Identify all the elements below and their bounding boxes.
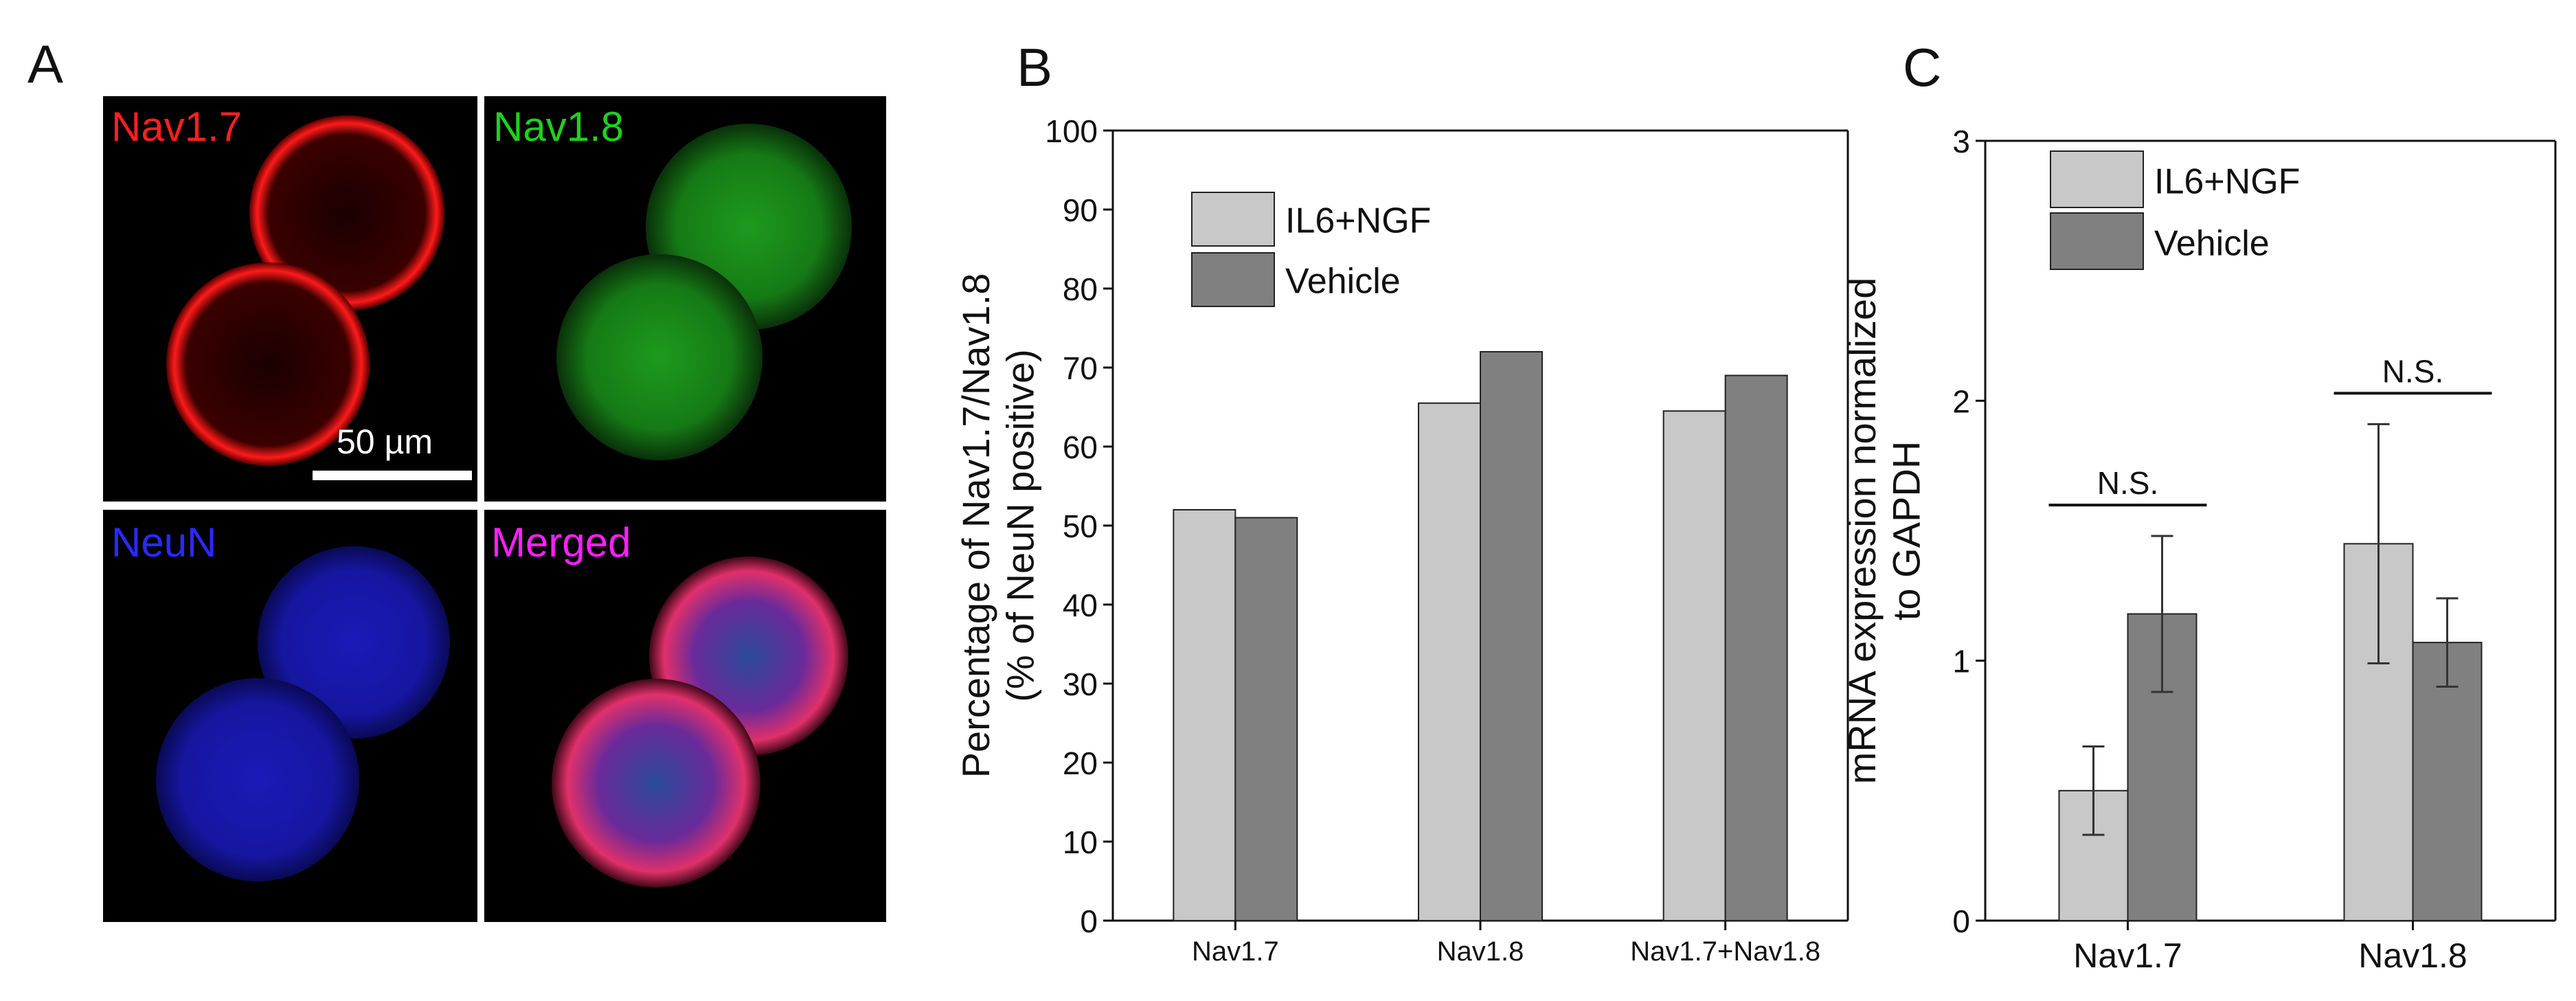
legend-swatch bbox=[2050, 150, 2144, 208]
x-tick-label: Nav1.7+Nav1.8 bbox=[1630, 936, 1820, 967]
y-tick-label: 0 bbox=[1080, 903, 1098, 939]
legend-label: Vehicle bbox=[2154, 224, 2270, 264]
legend-swatch bbox=[1191, 252, 1275, 307]
micrograph-label-nav17: Nav1.7 bbox=[111, 104, 242, 150]
y-tick-label: 20 bbox=[1063, 745, 1098, 781]
panel-letter-a: A bbox=[27, 34, 63, 94]
y-tick-label: 60 bbox=[1063, 429, 1098, 465]
legend-label: IL6+NGF bbox=[2154, 162, 2300, 202]
micrograph-label-nav18: Nav1.8 bbox=[493, 104, 624, 150]
legend-swatch bbox=[1191, 192, 1275, 247]
y-tick-label: 30 bbox=[1063, 666, 1098, 702]
y-axis-label-line: mRNA expression normalized bbox=[1840, 278, 1884, 785]
y-axis-label: mRNA expression normalizedto GAPDH bbox=[1840, 278, 1928, 785]
bar bbox=[1662, 410, 1726, 921]
y-tick-label: 1 bbox=[1952, 644, 1970, 679]
y-tick-label: 80 bbox=[1063, 271, 1098, 307]
y-tick-label: 70 bbox=[1063, 350, 1098, 386]
scale-bar-label: 50 µm bbox=[337, 423, 433, 461]
legend-label: Vehicle bbox=[1285, 262, 1401, 302]
chart-c: 0 1 2 3 Nav1.7 N.S. Nav1.8 N.S. mRNA expression … bbox=[1840, 124, 2557, 975]
y-axis-label-line: Percentage of Nav1.7/Nav1.8 bbox=[954, 273, 997, 778]
micrograph-merged: Merged bbox=[484, 510, 886, 922]
bar bbox=[1173, 509, 1236, 921]
y-tick-label: 3 bbox=[1952, 124, 1970, 159]
y-tick-label: 90 bbox=[1063, 192, 1098, 228]
significance-label: N.S. bbox=[2382, 353, 2443, 389]
micrograph-nav18: Nav1.8 bbox=[484, 96, 886, 502]
bar bbox=[1234, 517, 1298, 921]
x-tick-label: Nav1.7 bbox=[2073, 936, 2182, 975]
micrograph-grid: Nav1.7 50 µm Nav1.8 NeuN Merged bbox=[103, 96, 886, 922]
micrograph-label-merged: Merged bbox=[491, 519, 631, 565]
y-tick-label: 0 bbox=[1952, 903, 1970, 939]
bar bbox=[1480, 351, 1543, 921]
y-tick-label: 10 bbox=[1063, 824, 1098, 860]
significance-label: N.S. bbox=[2097, 465, 2158, 501]
bar bbox=[2412, 642, 2483, 922]
micrograph-label-neun: NeuN bbox=[111, 519, 216, 565]
panel-letter-b: B bbox=[1017, 37, 1052, 98]
chart-b: 0 10 20 30 40 50 60 70 80 90 100 Nav1.7 Nav1.8 Nav1.7… bbox=[954, 113, 1849, 967]
legend-label: IL6+NGF bbox=[1285, 201, 1431, 241]
bar bbox=[1724, 374, 1788, 921]
scale-bar bbox=[313, 471, 472, 480]
x-tick-label: Nav1.8 bbox=[1437, 936, 1524, 967]
y-tick-label: 100 bbox=[1045, 113, 1098, 149]
micrograph-nav17: Nav1.7 50 µm bbox=[103, 96, 477, 502]
panel-letter-c: C bbox=[1903, 37, 1941, 98]
bar bbox=[1418, 402, 1481, 921]
y-axis-label-line: to GAPDH bbox=[1884, 441, 1928, 620]
x-tick-label: Nav1.7 bbox=[1192, 936, 1279, 967]
y-axis-label: Percentage of Nav1.7/Nav1.8(% of NeuN po… bbox=[954, 273, 1041, 778]
y-axis-label-line: (% of NeuN positive) bbox=[998, 349, 1041, 702]
y-tick-label: 2 bbox=[1952, 383, 1970, 419]
legend-swatch bbox=[2050, 212, 2144, 270]
y-tick-label: 50 bbox=[1063, 508, 1098, 544]
y-tick-label: 40 bbox=[1063, 587, 1098, 623]
micrograph-neun: NeuN bbox=[103, 510, 477, 922]
x-tick-label: Nav1.8 bbox=[2358, 936, 2467, 975]
